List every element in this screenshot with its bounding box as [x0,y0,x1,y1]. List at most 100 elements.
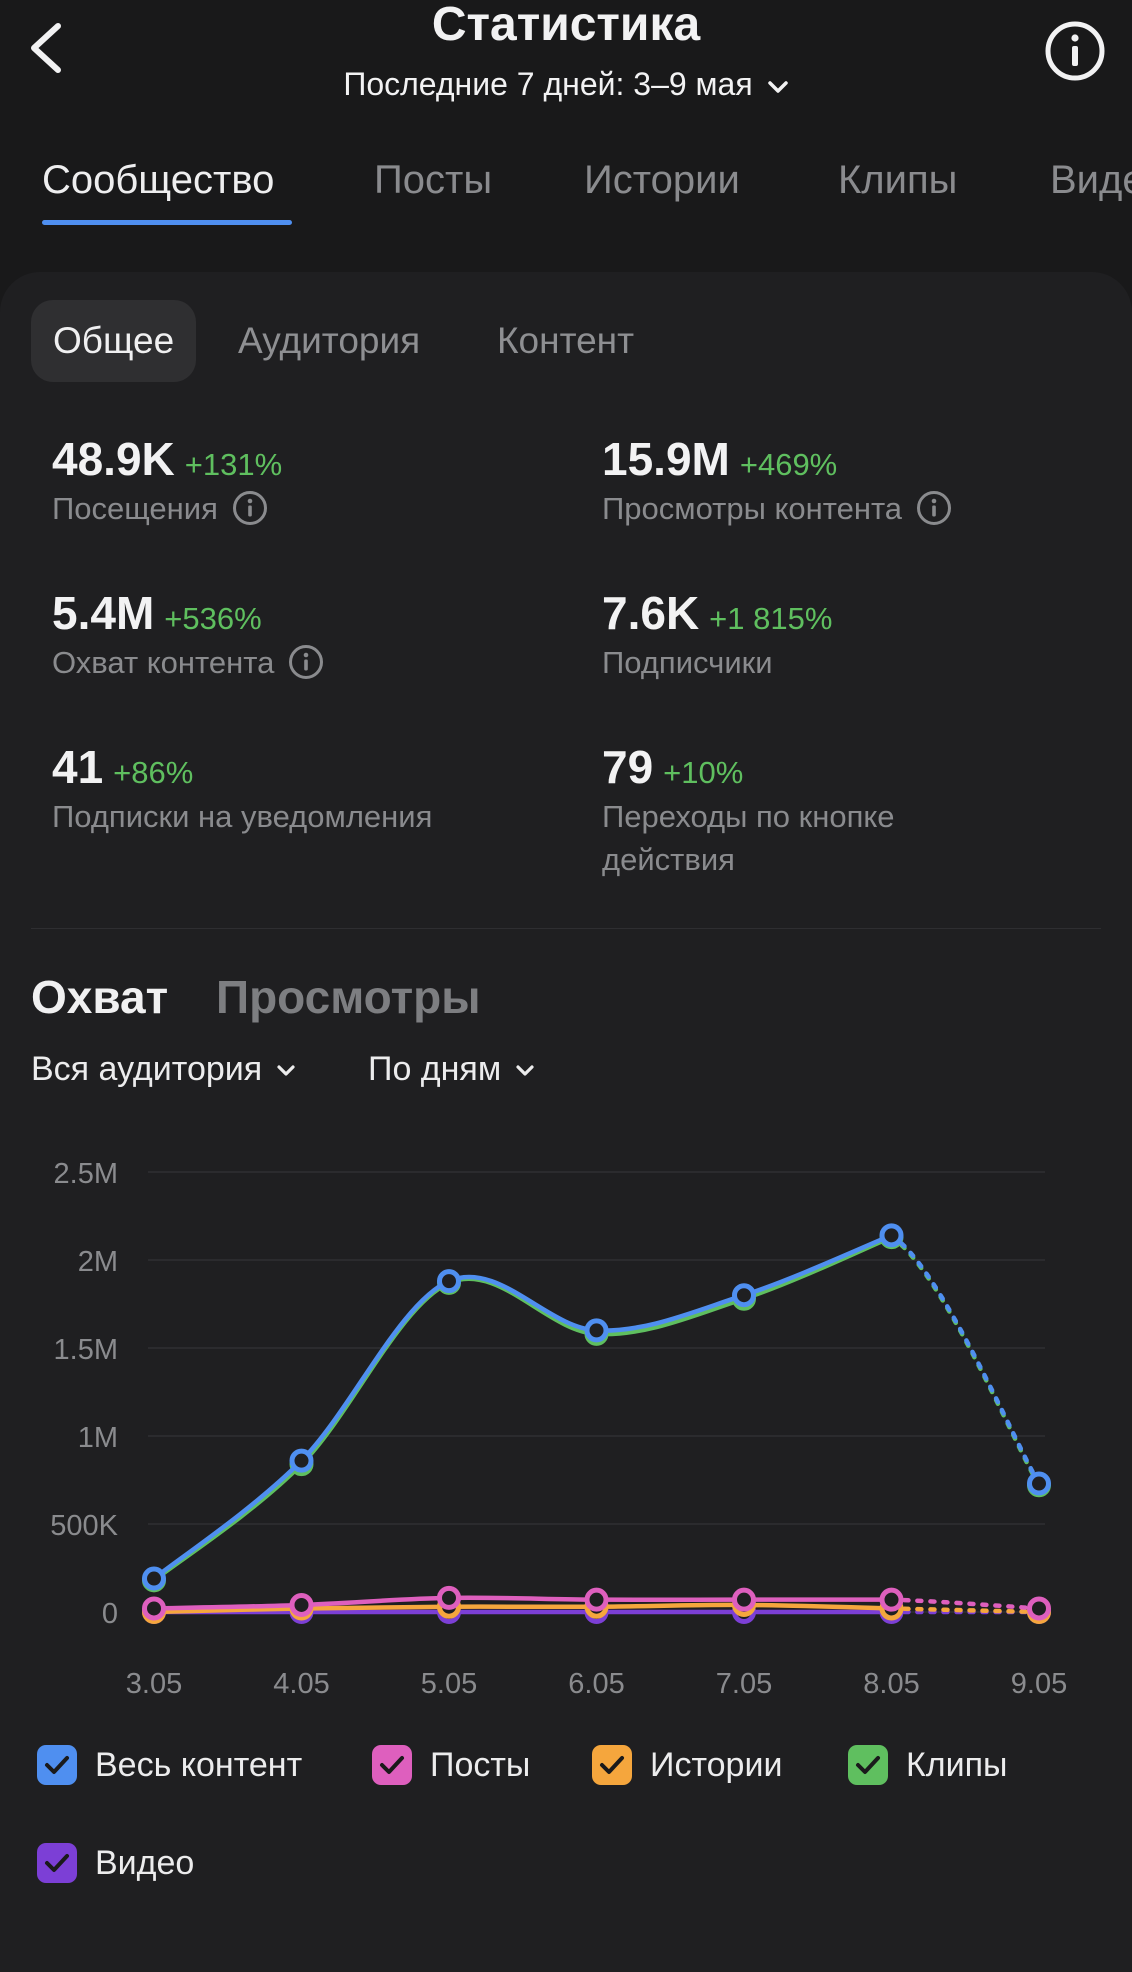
metric-content-reach: 5.4M +536% Охват контента [52,586,324,683]
data-point-posts [879,1587,904,1612]
metric-value: 79 [602,741,654,793]
y-tick-label: 1M [78,1422,118,1454]
metric-label: Переходы по кнопке [602,799,895,834]
audience-filter-label: Вся аудитория [31,1050,263,1088]
legend-label: Видео [95,1843,195,1882]
tab-video[interactable]: Видео [1050,158,1132,202]
checkbox-checked-icon[interactable] [848,1745,888,1785]
metric-action-clicks: 79 +10% Переходы по кнопке действия [602,740,895,880]
legend-item-stories[interactable]: Истории [592,1740,782,1790]
y-tick-label: 500K [50,1510,118,1542]
info-icon[interactable] [232,490,268,526]
divider [31,928,1101,929]
data-point-all-content [142,1566,166,1591]
data-point-posts [289,1592,314,1617]
series-line-posts [151,1595,894,1611]
metric-delta: +10% [663,755,744,790]
tab-community[interactable]: Сообщество [42,158,275,202]
active-tab-indicator [42,220,292,225]
metric-label: Подписки на уведомления [52,799,433,834]
audience-filter[interactable]: Вся аудитория [31,1050,296,1089]
info-icon[interactable] [288,644,324,680]
metric-subscribers: 7.6K +1 815% Подписчики [602,586,832,683]
metric-label: Просмотры контента [602,491,903,526]
segment-reach[interactable]: Охват [31,971,169,1023]
legend-label: Клипы [906,1745,1008,1784]
data-point-posts [1027,1596,1051,1621]
y-tick-label: 2M [78,1246,118,1278]
metric-delta: +1 815% [709,601,833,636]
back-arrow-icon[interactable] [24,22,68,74]
x-tick-label: 3.05 [126,1668,182,1700]
main-tabs: Сообщество Посты Истории Клипы Видео [0,150,1132,230]
data-point-all-content [289,1448,314,1473]
period-selector[interactable]: Последние 7 дней: 3–9 мая [0,62,1132,106]
subtab-general[interactable]: Общее [31,300,197,382]
tab-clips[interactable]: Клипы [838,158,958,202]
data-point-all-content [1027,1471,1051,1496]
metric-value: 48.9K [52,433,175,485]
legend-item-clips[interactable]: Клипы [848,1740,1008,1790]
grouping-filter-label: По дням [368,1050,502,1088]
chart-legend: Весь контент Посты Истории Клипы Видео [0,1740,1132,1910]
chevron-down-icon [516,1065,534,1076]
data-point-posts [584,1587,609,1612]
series-forecast-clips [889,1234,1042,1488]
checkbox-checked-icon[interactable] [592,1745,632,1785]
metric-label: Охват контента [52,645,275,680]
metric-delta: +86% [113,755,194,790]
data-point-posts [437,1585,461,1610]
legend-item-all-content[interactable]: Весь контент [37,1740,302,1790]
metric-value: 15.9M [602,433,730,485]
legend-item-video[interactable]: Видео [37,1838,194,1888]
metric-label: Посещения [52,491,218,526]
info-icon[interactable] [916,490,952,526]
legend-label: Весь контент [95,1745,303,1784]
series-forecast-stories [889,1606,1042,1615]
legend-label: Истории [650,1745,783,1784]
data-point-all-content [732,1283,756,1308]
tab-posts[interactable]: Посты [374,158,493,202]
data-point-posts [142,1596,166,1621]
subtab-audience[interactable]: Аудитория [238,320,421,361]
reach-line-chart: 0 500K 1M 1.5M 2M 2.5M 3.05 4.05 5.05 6.05 7.05 8.0… [50,1158,1067,1700]
data-point-all-content [584,1318,609,1343]
x-tick-label: 8.05 [863,1668,919,1700]
y-tick-label: 0 [102,1598,118,1630]
data-point-posts [732,1587,756,1612]
series-line-clips [151,1234,894,1583]
grouping-filter[interactable]: По дням [368,1050,535,1089]
checkbox-checked-icon[interactable] [37,1745,77,1785]
metric-value: 7.6K [602,587,700,639]
subtab-content[interactable]: Контент [497,320,635,361]
x-tick-label: 5.05 [421,1668,477,1700]
metric-delta: +536% [164,601,262,636]
chevron-down-icon [767,80,788,93]
data-point-all-content [879,1223,904,1248]
x-tick-label: 4.05 [273,1668,329,1700]
segment-views[interactable]: Просмотры [216,971,481,1023]
y-tick-label: 2.5M [54,1158,118,1190]
info-icon[interactable] [1044,20,1106,82]
checkbox-checked-icon[interactable] [37,1843,77,1883]
chevron-down-icon [277,1065,295,1076]
x-tick-label: 7.05 [716,1668,772,1700]
metric-label: Подписчики [602,645,773,680]
x-tick-label: 9.05 [1011,1668,1067,1700]
stats-card [0,272,1132,1972]
metric-value: 41 [52,741,104,793]
metric-visits: 48.9K +131% Посещения [52,432,282,529]
legend-item-posts[interactable]: Посты [372,1740,530,1790]
page-title: Статистика [431,0,701,51]
series-forecast-all-content [889,1233,1042,1486]
tab-stories[interactable]: Истории [584,158,740,202]
metric-delta: +469% [739,447,838,482]
y-tick-label: 1.5M [54,1334,118,1366]
metric-delta: +131% [184,447,283,482]
metric-notification-subs: 41 +86% Подписки на уведомления [52,740,432,837]
metric-label-line2: действия [602,842,735,877]
checkbox-checked-icon[interactable] [372,1745,412,1785]
x-tick-label: 6.05 [568,1668,624,1700]
series-line-stories [151,1602,894,1615]
data-point-all-content [437,1269,461,1294]
